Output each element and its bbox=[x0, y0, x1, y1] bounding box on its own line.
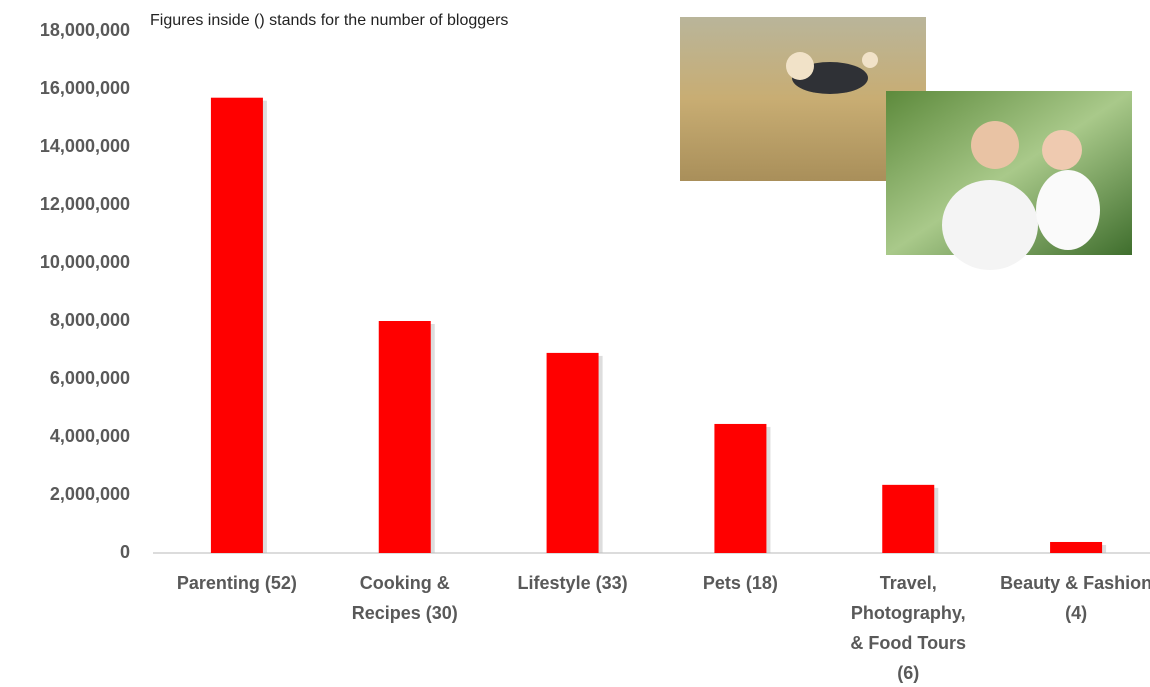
x-tick-label: Travel, Photography, & Food Tours (6) bbox=[850, 573, 967, 683]
y-tick-label: 4,000,000 bbox=[50, 426, 130, 446]
x-tick-label: Cooking & Recipes (30) bbox=[351, 573, 458, 623]
bar bbox=[1050, 541, 1103, 553]
photo-dog bbox=[680, 17, 926, 181]
y-tick-label: 18,000,000 bbox=[40, 20, 130, 40]
y-tick-label: 6,000,000 bbox=[50, 368, 130, 388]
y-tick-label: 2,000,000 bbox=[50, 484, 130, 504]
y-tick-label: 16,000,000 bbox=[40, 78, 130, 98]
photo-family bbox=[886, 91, 1132, 270]
bar bbox=[546, 352, 599, 553]
x-tick-label: Pets (18) bbox=[702, 573, 778, 593]
y-tick-label: 8,000,000 bbox=[50, 310, 130, 330]
bar bbox=[882, 484, 935, 553]
bar bbox=[378, 321, 431, 553]
y-tick-label: 0 bbox=[120, 542, 130, 562]
y-tick-label: 12,000,000 bbox=[40, 194, 130, 214]
y-tick-label: 14,000,000 bbox=[40, 136, 130, 156]
x-tick-label: Beauty & Fashion (4) bbox=[1000, 573, 1150, 623]
annotation: Figures inside () stands for the number … bbox=[150, 12, 508, 29]
x-tick-label: Lifestyle (33) bbox=[517, 573, 628, 593]
x-tick-label: Parenting (52) bbox=[176, 573, 297, 593]
y-tick-label: 10,000,000 bbox=[40, 252, 130, 272]
bar bbox=[714, 423, 767, 553]
bar bbox=[210, 97, 263, 553]
